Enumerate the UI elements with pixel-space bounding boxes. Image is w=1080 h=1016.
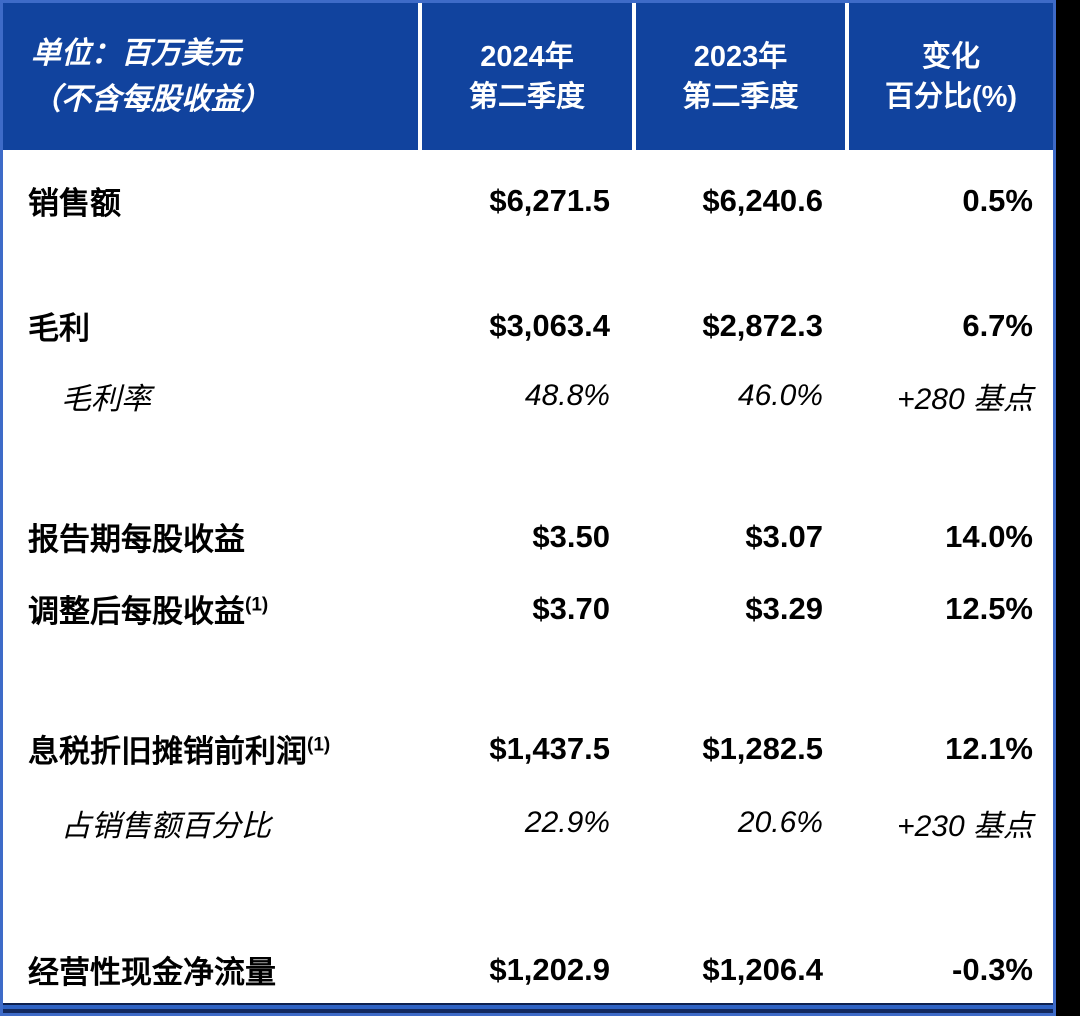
- value-change: 6.7%: [962, 307, 1033, 343]
- value-change: 14.0%: [945, 518, 1033, 554]
- column-header-2024-line2: 第二季度: [468, 80, 585, 113]
- table-row-reported-eps: 报告期每股收益 $3.50 $3.07 14.0%: [3, 514, 1053, 558]
- value-change: 12.1%: [945, 730, 1033, 766]
- value-2023: $3.29: [745, 590, 823, 626]
- footnote-marker: (1): [245, 594, 269, 616]
- table-row-sales: 销售额 $6,271.5 $6,240.6 0.5%: [3, 178, 1053, 222]
- column-header-change-pct: 变化 百分比(%): [845, 3, 1053, 150]
- row-label-text: 报告期每股收益: [28, 522, 245, 557]
- value-2024: $1,202.9: [489, 951, 610, 987]
- value-2024: $3.70: [532, 590, 610, 626]
- table-header-row: 单位：百万美元 （不含每股收益） 2024年 第二季度 2023年 第二季度 变…: [3, 3, 1053, 150]
- row-label: 占销售额百分比: [3, 801, 418, 845]
- column-header-2023-line2: 第二季度: [682, 80, 799, 113]
- value-2023: $6,240.6: [702, 182, 823, 218]
- column-header-2023-q2: 2023年 第二季度: [632, 3, 845, 150]
- value-2024: $6,271.5: [489, 182, 610, 218]
- row-label: 毛利率: [3, 374, 418, 418]
- value-2023: $3.07: [745, 518, 823, 554]
- row-label: 销售额: [3, 178, 418, 223]
- table-row-gross-margin: 毛利率 48.8% 46.0% +280 基点: [3, 374, 1053, 418]
- row-label: 调整后每股收益(1): [3, 586, 418, 631]
- row-label-text: 毛利率: [61, 383, 151, 416]
- value-change: 0.5%: [962, 182, 1033, 218]
- unit-label-cell: 单位：百万美元 （不含每股收益）: [3, 3, 418, 150]
- table-row-pct-of-sales: 占销售额百分比 22.9% 20.6% +230 基点: [3, 801, 1053, 845]
- footnote-marker: (1): [307, 734, 331, 756]
- value-2024: 48.8%: [524, 379, 610, 412]
- table-body: 销售额 $6,271.5 $6,240.6 0.5% 毛利 $3,063.4 $…: [3, 150, 1053, 1013]
- column-header-2024-line1: 2024年: [480, 40, 574, 73]
- value-2023: 20.6%: [737, 806, 823, 839]
- row-label: 报告期每股收益: [3, 514, 418, 559]
- row-label-text: 占销售额百分比: [61, 810, 271, 843]
- table-row-adjusted-eps: 调整后每股收益(1) $3.70 $3.29 12.5%: [3, 586, 1053, 630]
- row-label: 毛利: [3, 303, 418, 348]
- value-2023: $1,282.5: [702, 730, 823, 766]
- column-header-change-line1: 变化: [921, 40, 980, 73]
- value-2024: 22.9%: [524, 806, 610, 839]
- financial-results-table: 单位：百万美元 （不含每股收益） 2024年 第二季度 2023年 第二季度 变…: [0, 0, 1056, 1016]
- unit-label-line1: 单位：百万美元: [31, 36, 241, 70]
- value-2024: $3,063.4: [489, 307, 610, 343]
- row-label: 息税折旧摊销前利润(1): [3, 726, 418, 771]
- value-change: -0.3%: [952, 951, 1033, 987]
- row-label-text: 调整后每股收益: [28, 594, 245, 629]
- table-row-ebitda: 息税折旧摊销前利润(1) $1,437.5 $1,282.5 12.1%: [3, 726, 1053, 770]
- value-change: +280 基点: [897, 383, 1033, 416]
- value-2023: $2,872.3: [702, 307, 823, 343]
- value-change: +230 基点: [897, 810, 1033, 843]
- value-2024: $3.50: [532, 518, 610, 554]
- value-change: 12.5%: [945, 590, 1033, 626]
- row-label-text: 销售额: [28, 186, 121, 221]
- unit-label-line2: （不含每股收益）: [31, 82, 271, 116]
- column-header-2024-q2: 2024年 第二季度: [418, 3, 632, 150]
- value-2023: 46.0%: [737, 379, 823, 412]
- row-label-text: 毛利: [28, 311, 90, 346]
- column-header-2023-line1: 2023年: [693, 40, 788, 73]
- column-header-change-line2: 百分比(%): [884, 80, 1018, 113]
- value-2023: $1,206.4: [702, 951, 823, 987]
- row-label-text: 经营性现金净流量: [28, 955, 276, 990]
- table-bottom-bar: [3, 1003, 1053, 1013]
- table-row-gross-profit: 毛利 $3,063.4 $2,872.3 6.7%: [3, 303, 1053, 347]
- row-label: 经营性现金净流量: [3, 947, 418, 992]
- row-label-text: 息税折旧摊销前利润: [28, 734, 307, 769]
- right-edge-black-strip: [1056, 0, 1080, 1016]
- value-2024: $1,437.5: [489, 730, 610, 766]
- table-row-operating-cash-flow: 经营性现金净流量 $1,202.9 $1,206.4 -0.3%: [3, 947, 1053, 991]
